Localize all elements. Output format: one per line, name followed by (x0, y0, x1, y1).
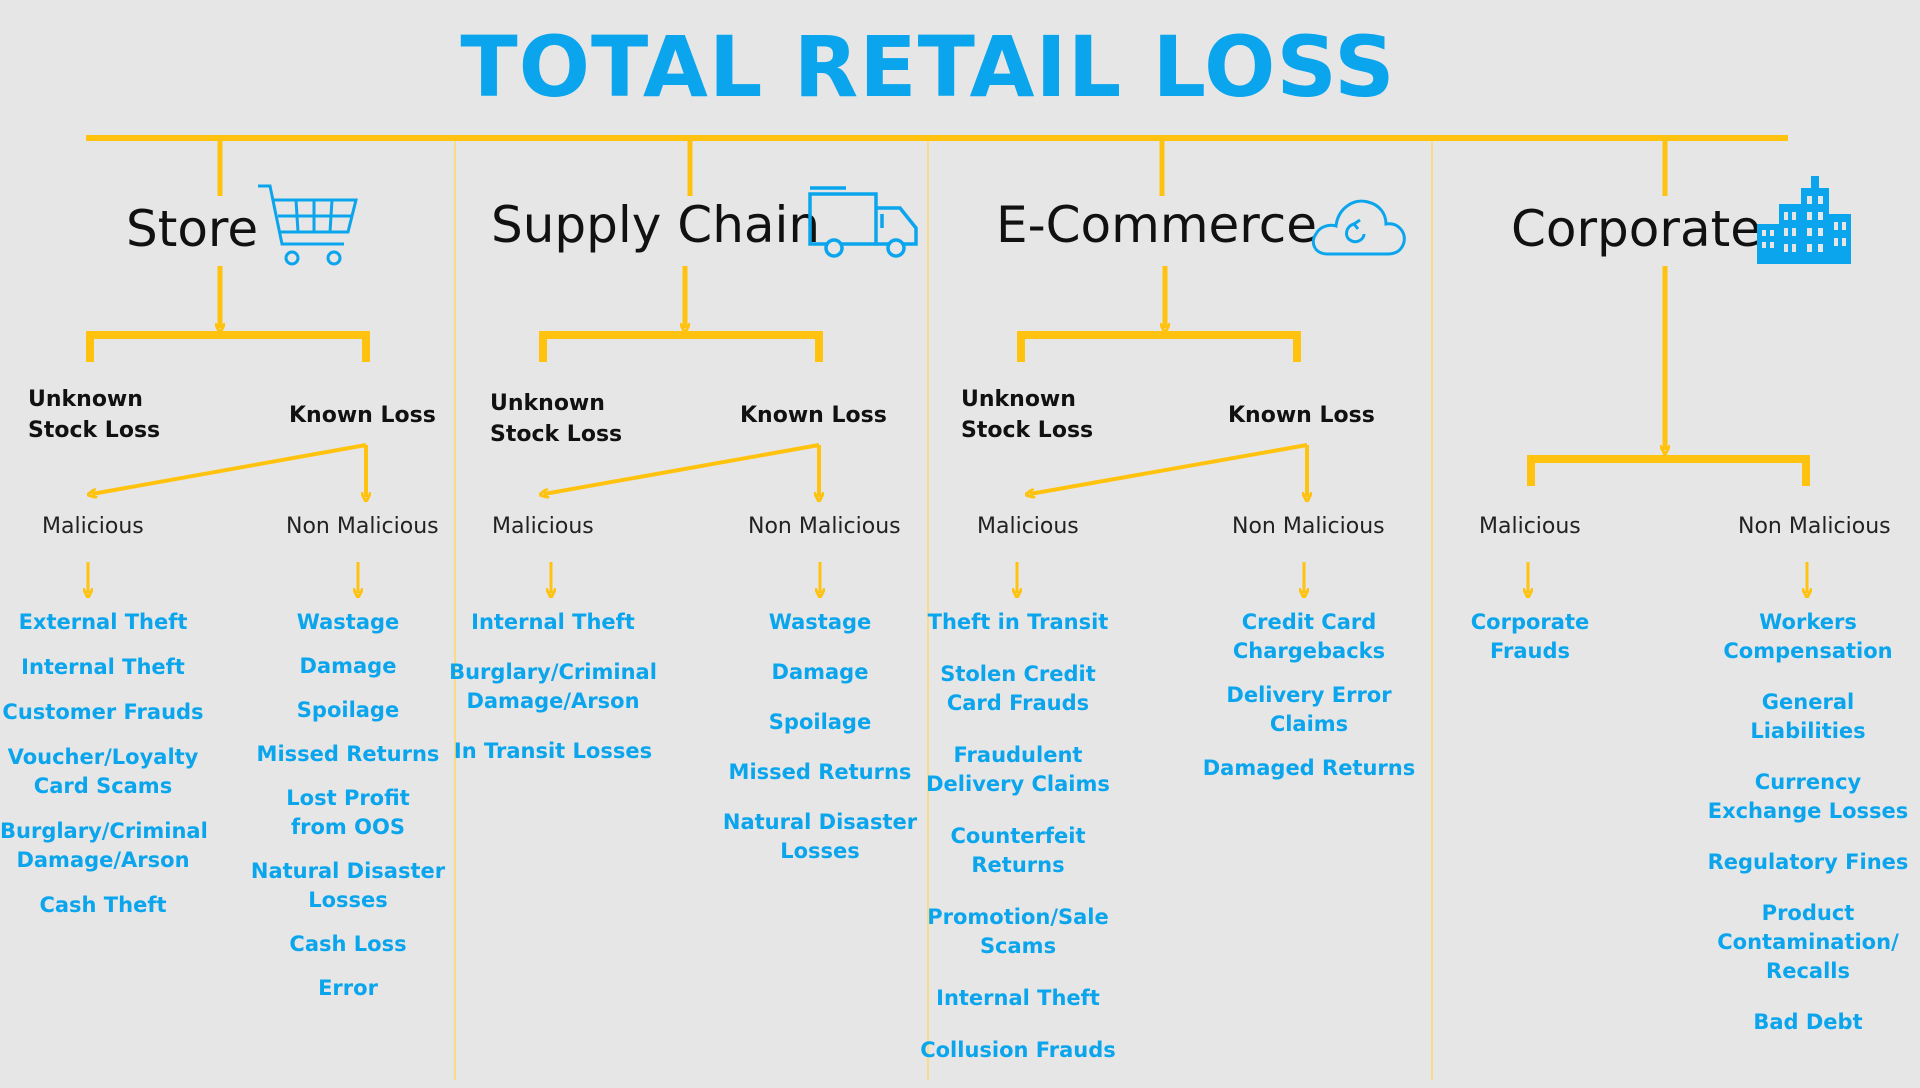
arrow-supply-known-malicious (544, 443, 820, 494)
loss-item: Voucher/Loyalty Card Scams (7, 745, 199, 798)
loss-item: Damage (299, 654, 397, 678)
loss-item: Customer Frauds (2, 700, 204, 724)
malicious-label-corporate: Malicious (1479, 514, 1581, 539)
arrow-store-known-malicious (92, 443, 367, 494)
malicious-items-supply-chain: Internal Theft Burglary/Criminal Damage/A… (445, 608, 661, 787)
loss-item: Currency Exchange Losses (1707, 770, 1909, 823)
known-loss-label-supply-chain: Known Loss (740, 403, 887, 428)
loss-item: Damaged Returns (1202, 756, 1416, 780)
loss-item: Stolen Credit Card Frauds (940, 662, 1096, 715)
non-malicious-label-corporate: Non Malicious (1738, 514, 1891, 539)
known-loss-label-ecommerce: Known Loss (1228, 403, 1375, 428)
loss-item: Missed Returns (728, 760, 912, 784)
loss-item: Wastage (296, 610, 400, 634)
page-title: TOTAL RETAIL LOSS (460, 18, 1396, 116)
unknown-stock-loss-label-supply-chain: Unknown Stock Loss (490, 391, 623, 447)
arrow-ecommerce-known-malicious (1030, 443, 1308, 494)
non-malicious-items-store: Wastage Damage Spoilage Missed Returns Lost … (244, 608, 452, 1018)
loss-item: External Theft (18, 610, 188, 634)
malicious-label-store: Malicious (42, 514, 144, 539)
non-malicious-label-store: Non Malicious (286, 514, 439, 539)
loss-item: Cash Loss (289, 932, 407, 956)
loss-item: General Liabilities (1750, 690, 1866, 743)
malicious-items-store: External Theft Internal Theft Customer Fra… (0, 608, 208, 936)
section-heading-supply-chain: Supply Chain (491, 196, 821, 254)
loss-item: Fraudulent Delivery Claims (926, 743, 1110, 796)
bracket-corporate (1527, 455, 1810, 486)
loss-item: Workers Compensation (1723, 610, 1893, 663)
malicious-items-ecommerce: Theft in Transit Stolen Credit Card Fraud… (918, 608, 1118, 1088)
unknown-stock-loss-label-store: Unknown Stock Loss (28, 387, 161, 443)
office-building-icon (1757, 176, 1851, 264)
loss-item: Theft in Transit (927, 610, 1109, 634)
known-loss-label-store: Known Loss (289, 403, 436, 428)
loss-item: Missed Returns (256, 742, 440, 766)
loss-item: Wastage (768, 610, 872, 634)
loss-item: Counterfeit Returns (950, 824, 1086, 877)
non-malicious-items-ecommerce: Credit Card Chargebacks Delivery Error Cl… (1200, 608, 1418, 798)
loss-item: Burglary/Criminal Damage/Arson (449, 660, 657, 713)
shopping-cart-icon (258, 184, 358, 266)
cloud-icon (1311, 199, 1406, 256)
loss-item: Spoilage (296, 698, 400, 722)
malicious-label-supply-chain: Malicious (492, 514, 594, 539)
non-malicious-label-ecommerce: Non Malicious (1232, 514, 1385, 539)
malicious-items-corporate: Corporate Frauds (1432, 608, 1628, 681)
loss-item: Cash Theft (39, 893, 167, 917)
loss-item: Product Contamination/ Recalls (1717, 901, 1899, 983)
non-malicious-items-supply-chain: Wastage Damage Spoilage Missed Returns Natur… (715, 608, 925, 887)
section-dividers (454, 140, 1433, 1080)
loss-item: Internal Theft (936, 986, 1100, 1010)
loss-item: Spoilage (768, 710, 872, 734)
non-malicious-label-supply-chain: Non Malicious (748, 514, 901, 539)
loss-item: Internal Theft (21, 655, 185, 679)
loss-item: Collusion Frauds (920, 1038, 1116, 1062)
bracket-store (86, 331, 370, 362)
loss-item: Natural Disaster Losses (722, 810, 918, 863)
loss-item: Promotion/Sale Scams (927, 905, 1109, 958)
loss-item: Bad Debt (1753, 1010, 1863, 1034)
loss-item: Corporate Frauds (1470, 610, 1590, 663)
section-heading-corporate: Corporate (1511, 200, 1761, 258)
section-heading-ecommerce: E-Commerce (996, 196, 1318, 254)
loss-item: Regulatory Fines (1707, 850, 1909, 874)
loss-item: In Transit Losses (453, 739, 653, 763)
loss-item: Natural Disaster Losses (250, 859, 446, 912)
malicious-label-ecommerce: Malicious (977, 514, 1079, 539)
section-heading-store: Store (126, 200, 259, 258)
loss-item: Credit Card Chargebacks (1232, 610, 1386, 663)
unknown-stock-loss-label-ecommerce: Unknown Stock Loss (961, 387, 1094, 443)
bracket-supply (539, 331, 823, 362)
loss-item: Internal Theft (471, 610, 635, 634)
bracket-ecommerce (1017, 331, 1301, 362)
loss-item: Damage (771, 660, 869, 684)
loss-item: Burglary/Criminal Damage/Arson (0, 819, 208, 872)
loss-item: Lost Profit from OOS (286, 786, 410, 839)
non-malicious-items-corporate: Workers Compensation General Liabilities C… (1706, 608, 1910, 1059)
delivery-truck-icon (808, 186, 918, 258)
loss-item: Error (318, 976, 378, 1000)
loss-item: Delivery Error Claims (1226, 683, 1392, 736)
